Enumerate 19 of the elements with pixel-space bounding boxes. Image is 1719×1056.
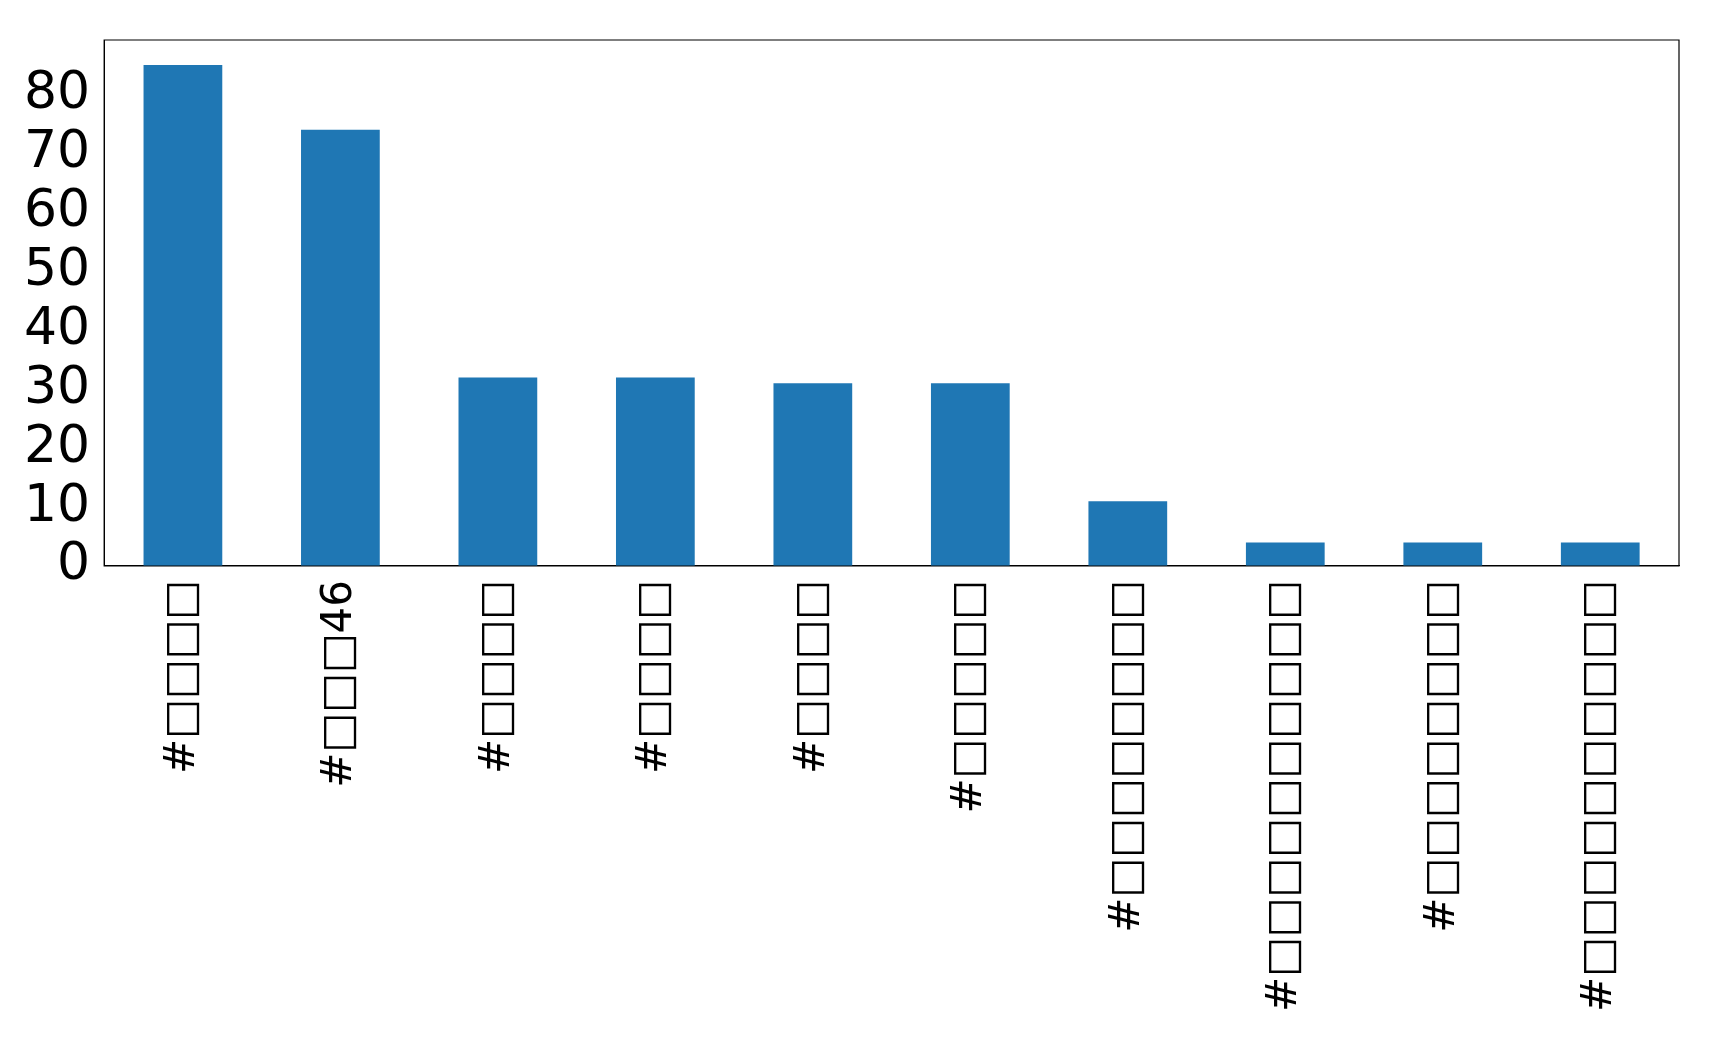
x-tick-label: #□□□□ [154, 579, 204, 774]
x-tick-label: #□□□□□□□□□□ [1572, 579, 1622, 1013]
x-tick-label: #□□□□□ [942, 579, 992, 814]
y-tick-label: 40 [24, 295, 91, 356]
y-tick-label: 10 [24, 472, 91, 533]
y-tick-label: 60 [24, 177, 91, 238]
x-tick-label: #□□□46 [312, 579, 362, 788]
x-tick-label: #□□□□□□□□ [1099, 579, 1149, 933]
x-tick-label: #□□□□ [784, 579, 834, 774]
y-tick-label: 20 [24, 413, 91, 474]
x-tick-label: #□□□□ [627, 579, 677, 774]
y-tick-label: 70 [24, 118, 91, 179]
x-tick-label: #□□□□□□□□□□ [1257, 579, 1307, 1013]
x-tick-label: #□□□□ [469, 579, 519, 774]
y-tick-label: 50 [24, 236, 91, 297]
x-tick-label: #□□□□□□□□ [1414, 579, 1464, 933]
y-tick-label: 80 [24, 60, 91, 121]
y-tick-label: 0 [57, 531, 91, 592]
y-tick-label: 30 [24, 354, 91, 415]
